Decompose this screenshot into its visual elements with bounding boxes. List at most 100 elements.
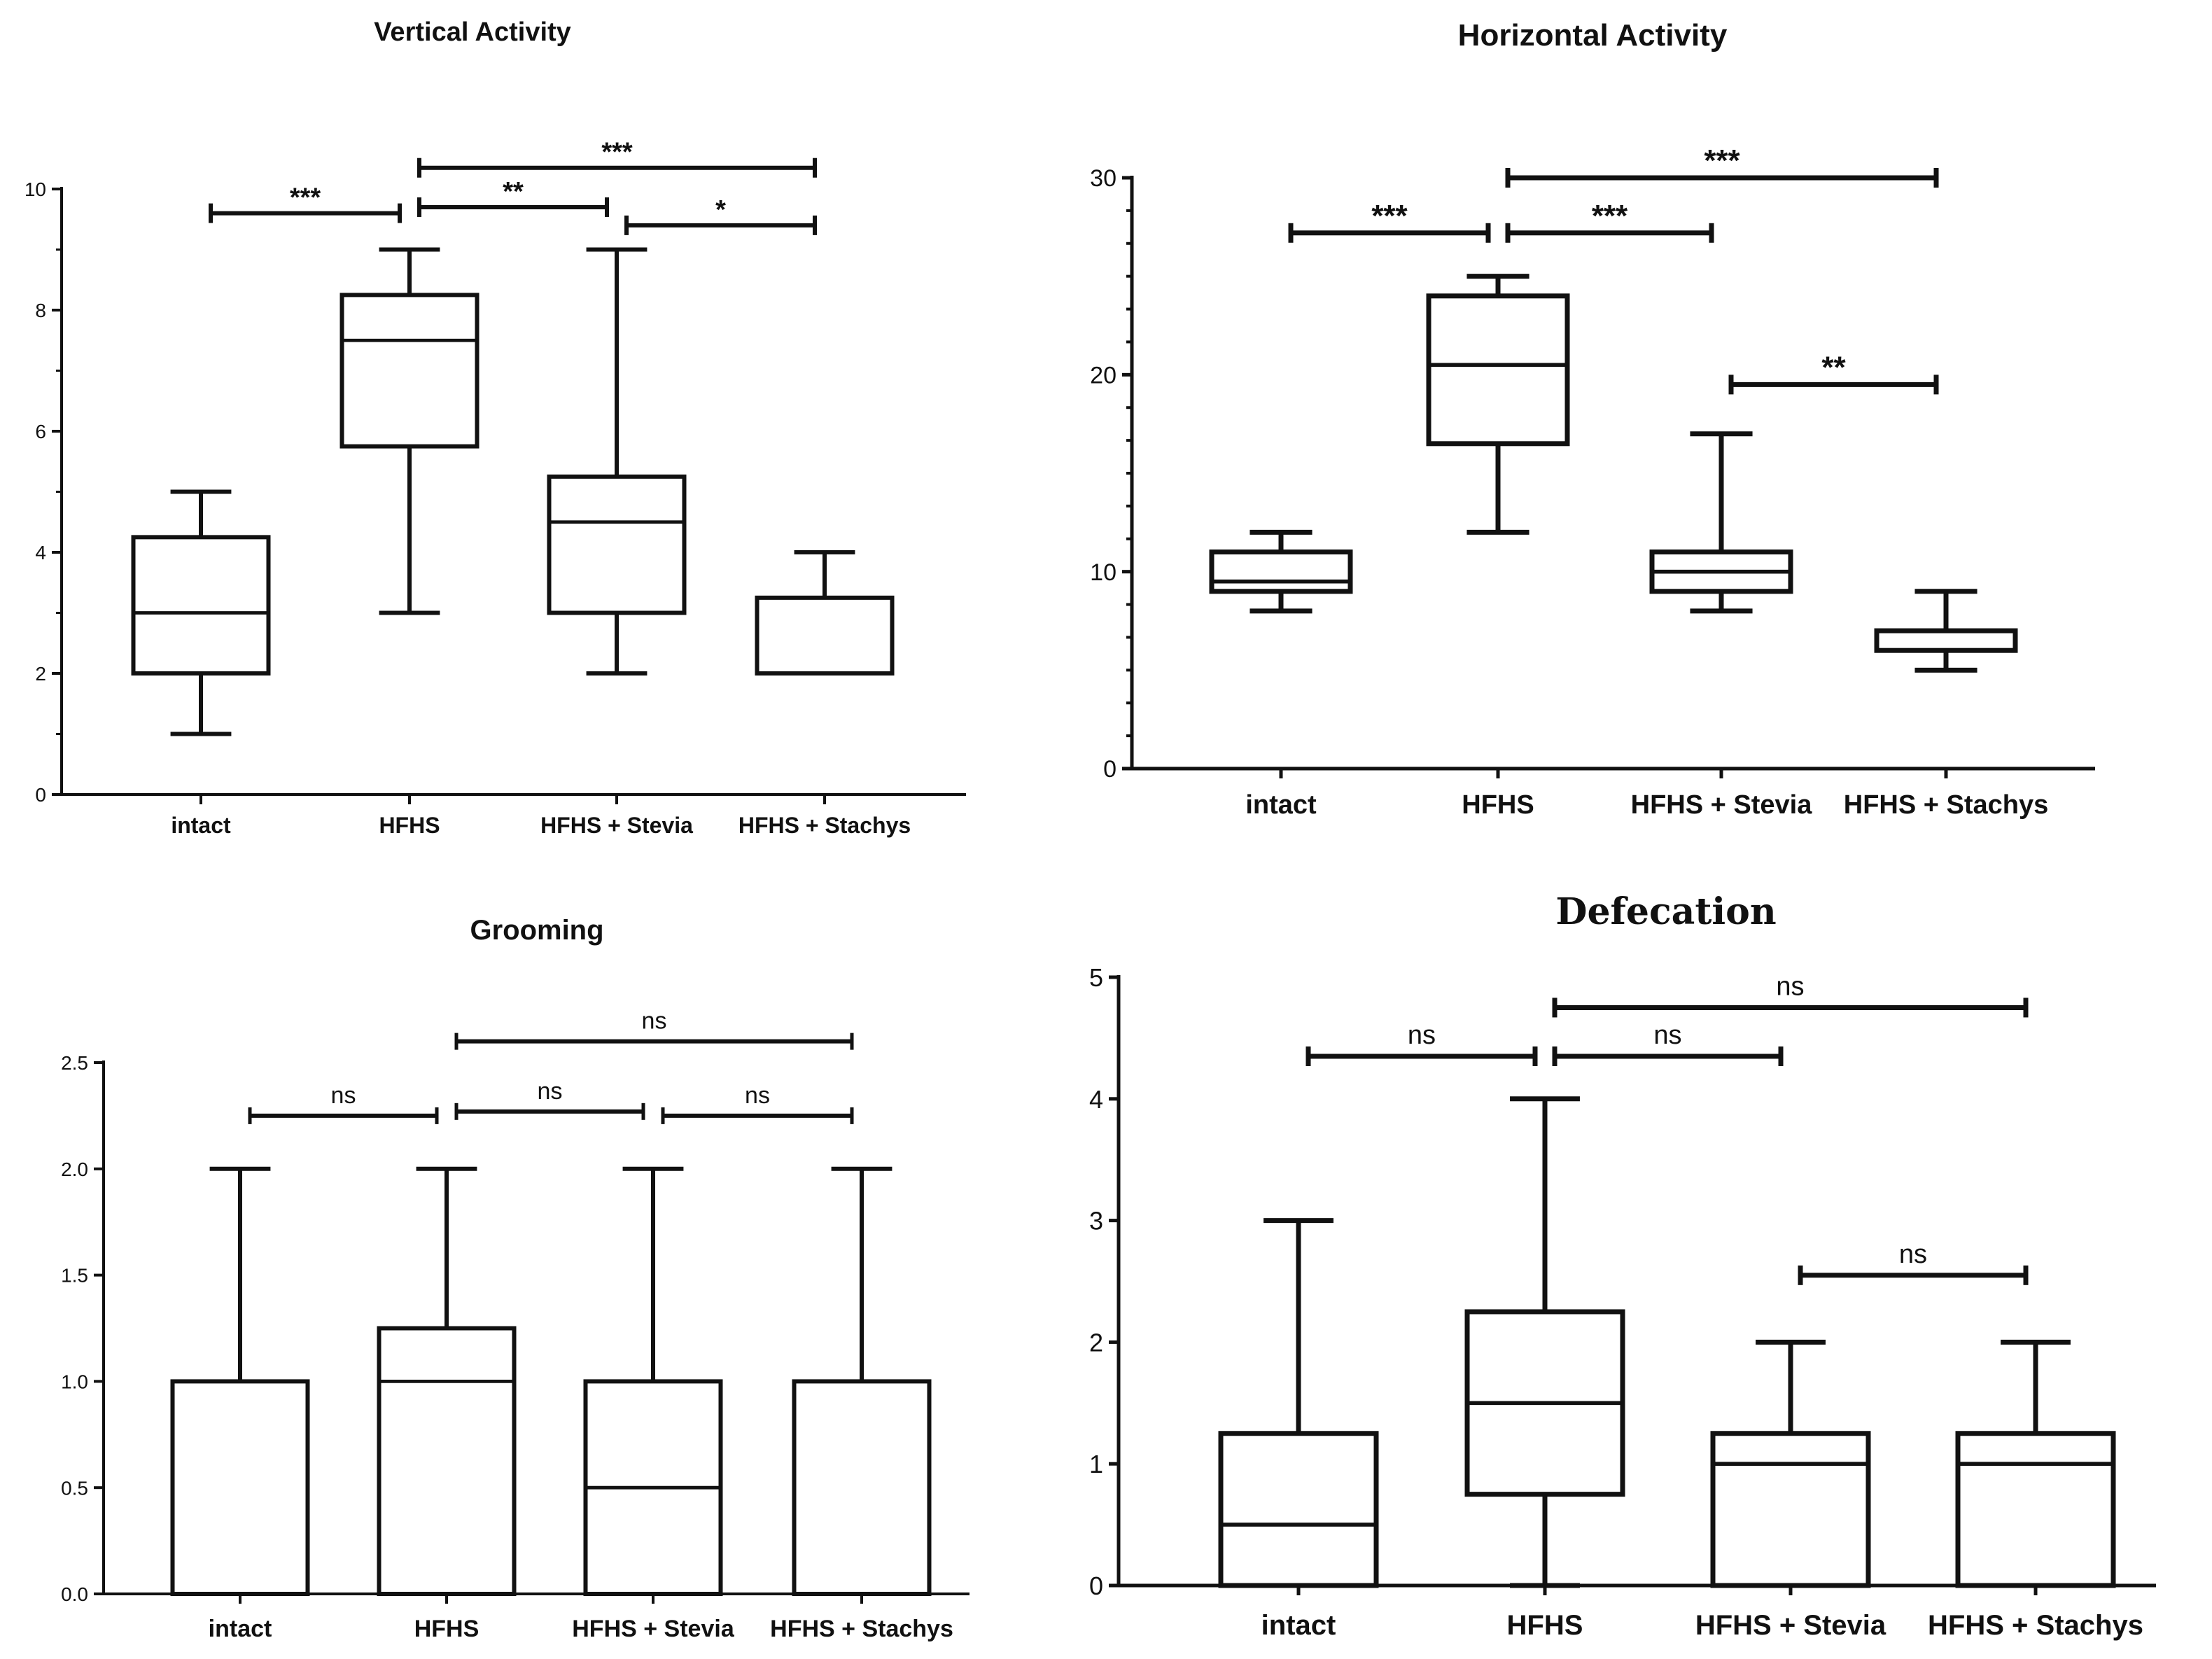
x-category-label: HFHS + Stachys <box>770 1616 953 1642</box>
significance-label: *** <box>601 138 633 167</box>
significance-label: ** <box>503 177 524 206</box>
significance-bracket: ns <box>248 1082 439 1124</box>
chart-panel-0: Vertical Activity 0 2 4 6 8 10 intact HFHS HFHS +… <box>24 18 966 838</box>
box-plot-hfhs-stachys <box>792 1166 932 1597</box>
chart-title: Grooming <box>470 915 603 946</box>
y-tick-label: 4 <box>35 542 46 564</box>
box-plot-hfhs <box>1426 274 1570 535</box>
iqr-box <box>377 1326 517 1596</box>
iqr-box <box>340 293 479 449</box>
y-tick-label: 2.0 <box>61 1158 88 1180</box>
iqr-box <box>1218 1431 1379 1588</box>
y-tick-label: 10 <box>1090 559 1116 586</box>
x-category-label: HFHS + Stevia <box>1695 1610 1886 1641</box>
significance-bracket: *** <box>1505 144 1939 188</box>
box-plot-intact <box>1209 529 1353 614</box>
chart-title: Defecation <box>1555 890 1776 933</box>
y-tick-label: 2 <box>1089 1328 1103 1357</box>
box-plot-hfhs <box>377 1166 517 1596</box>
significance-bracket: ** <box>1728 350 1939 395</box>
significance-label: ns <box>642 1008 667 1035</box>
significance-label: ns <box>1776 972 1804 1001</box>
y-tick-label: 0 <box>1089 1572 1103 1600</box>
significance-label: ** <box>1821 350 1846 384</box>
box-plot-hfhs-stevia <box>1710 1339 1871 1588</box>
y-tick-label: 0 <box>35 784 46 806</box>
y-tick-label: 10 <box>24 178 46 200</box>
chart-panel-2: Grooming 0.0 0.5 1.0 1.5 2.0 2.5 intact HFHS HFHS… <box>61 915 969 1642</box>
y-tick-label: 1.0 <box>61 1371 88 1392</box>
box-plot-intact <box>131 489 271 736</box>
x-category-label: HFHS <box>1462 790 1534 820</box>
y-tick-label: 8 <box>35 300 46 321</box>
y-tick-label: 2.5 <box>61 1052 88 1074</box>
y-tick-label: 1 <box>1089 1450 1103 1478</box>
box-plot-hfhs-stachys <box>1874 589 2018 673</box>
x-category-label: HFHS + Stevia <box>572 1616 735 1642</box>
significance-label: ns <box>331 1082 356 1109</box>
y-tick-label: 0.5 <box>61 1477 88 1499</box>
significance-label: * <box>715 195 726 225</box>
iqr-box <box>755 595 895 676</box>
box-plot-hfhs-stevia <box>1649 431 1793 614</box>
significance-bracket: ns <box>454 1008 854 1050</box>
iqr-box <box>1209 550 1353 594</box>
x-category-label: HFHS + Stevia <box>1631 790 1813 820</box>
significance-label: ns <box>538 1078 563 1105</box>
iqr-box <box>792 1379 932 1597</box>
iqr-box <box>170 1379 310 1597</box>
significance-bracket: ns <box>1798 1240 2029 1285</box>
y-tick-label: 2 <box>35 663 46 685</box>
significance-bracket: ns <box>1306 1021 1538 1066</box>
box-plot-hfhs-stachys <box>755 550 895 676</box>
x-category-label: HFHS + Stachys <box>738 813 911 838</box>
chart-title: Vertical Activity <box>374 18 571 47</box>
significance-label: ns <box>1408 1021 1436 1050</box>
box-plot-hfhs-stevia <box>547 247 687 676</box>
significance-label: *** <box>1704 144 1740 178</box>
significance-bracket: *** <box>417 138 817 178</box>
x-category-label: HFHS <box>379 813 440 838</box>
box-plot-hfhs-stachys <box>1955 1339 2116 1588</box>
significance-bracket: ns <box>661 1082 854 1124</box>
box-plot-intact <box>170 1166 310 1597</box>
significance-bracket: ns <box>454 1078 645 1120</box>
y-tick-label: 30 <box>1090 165 1116 192</box>
iqr-box <box>1955 1431 2116 1588</box>
significance-bracket: * <box>624 195 817 235</box>
iqr-box <box>547 474 687 615</box>
y-tick-label: 3 <box>1089 1207 1103 1236</box>
x-category-label: HFHS + Stachys <box>1928 1610 2143 1641</box>
significance-label: *** <box>1371 199 1408 233</box>
significance-label: ns <box>1653 1021 1681 1050</box>
iqr-box <box>131 535 271 676</box>
significance-bracket: *** <box>1288 199 1491 243</box>
x-category-label: HFHS + Stachys <box>1844 790 2049 820</box>
significance-label: ns <box>745 1082 770 1109</box>
significance-bracket: *** <box>209 183 402 223</box>
significance-bracket: ns <box>1552 1021 1784 1066</box>
significance-label: *** <box>1592 199 1628 233</box>
y-tick-label: 4 <box>1089 1085 1103 1114</box>
x-category-label: HFHS <box>1507 1610 1583 1641</box>
significance-bracket: ns <box>1552 972 2029 1018</box>
significance-bracket: ** <box>417 177 609 217</box>
y-tick-label: 6 <box>35 421 46 442</box>
y-tick-label: 0 <box>1103 756 1116 783</box>
x-category-label: intact <box>1245 790 1317 820</box>
x-category-label: HFHS + Stevia <box>540 813 693 838</box>
y-tick-label: 5 <box>1089 963 1103 992</box>
significance-label: *** <box>290 183 321 213</box>
chart-panel-1: Horizontal Activity 0 10 20 30 intact HFHS HFHS… <box>1090 18 2095 820</box>
y-tick-label: 20 <box>1090 363 1116 389</box>
box-plot-hfhs-stevia <box>583 1166 723 1597</box>
box-plot-hfhs <box>1464 1096 1625 1588</box>
y-tick-label: 0.0 <box>61 1583 88 1605</box>
iqr-box <box>1426 293 1570 447</box>
box-plot-intact <box>1218 1218 1379 1588</box>
significance-label: ns <box>1899 1240 1927 1269</box>
y-tick-label: 1.5 <box>61 1265 88 1287</box>
x-category-label: intact <box>209 1616 272 1642</box>
significance-bracket: *** <box>1505 199 1714 243</box>
